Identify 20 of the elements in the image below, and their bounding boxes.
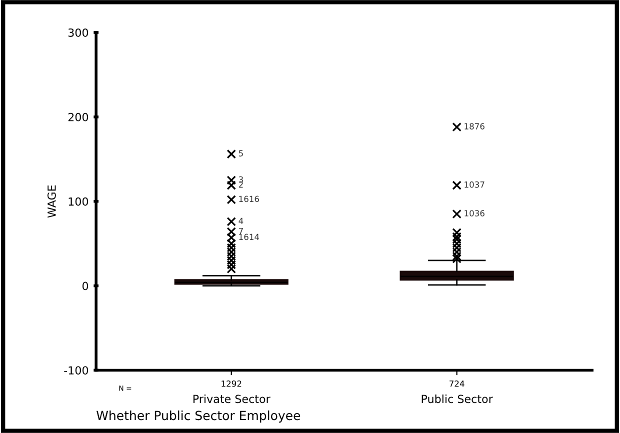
annotation: 5 [238,150,243,156]
y-axis-title: WAGE [47,185,56,218]
y-tick-label: 200 [68,112,88,122]
y-tick-label: 300 [68,28,88,37]
annotation: 1614 [239,234,260,240]
text: 1292 [222,380,242,387]
annotation: 1876 [464,123,484,130]
annotation: 1036 [464,210,484,216]
y-tick-label: -100 [64,366,88,375]
annotation: 4 [238,218,244,224]
annotation: 1616 [239,196,259,202]
y-tick-label: 100 [68,197,88,206]
y-tick-label: 0 [82,282,88,290]
x-tick-label: Private Sector [193,394,270,404]
x-axis-title: Whether Public Sector Employee [96,410,300,423]
annotation: 3 [238,176,243,183]
x-tick-label: Public Sector [422,394,493,404]
annotation: 1037 [464,181,484,188]
text: 724 [450,380,464,387]
annotation: 7 [239,228,243,234]
